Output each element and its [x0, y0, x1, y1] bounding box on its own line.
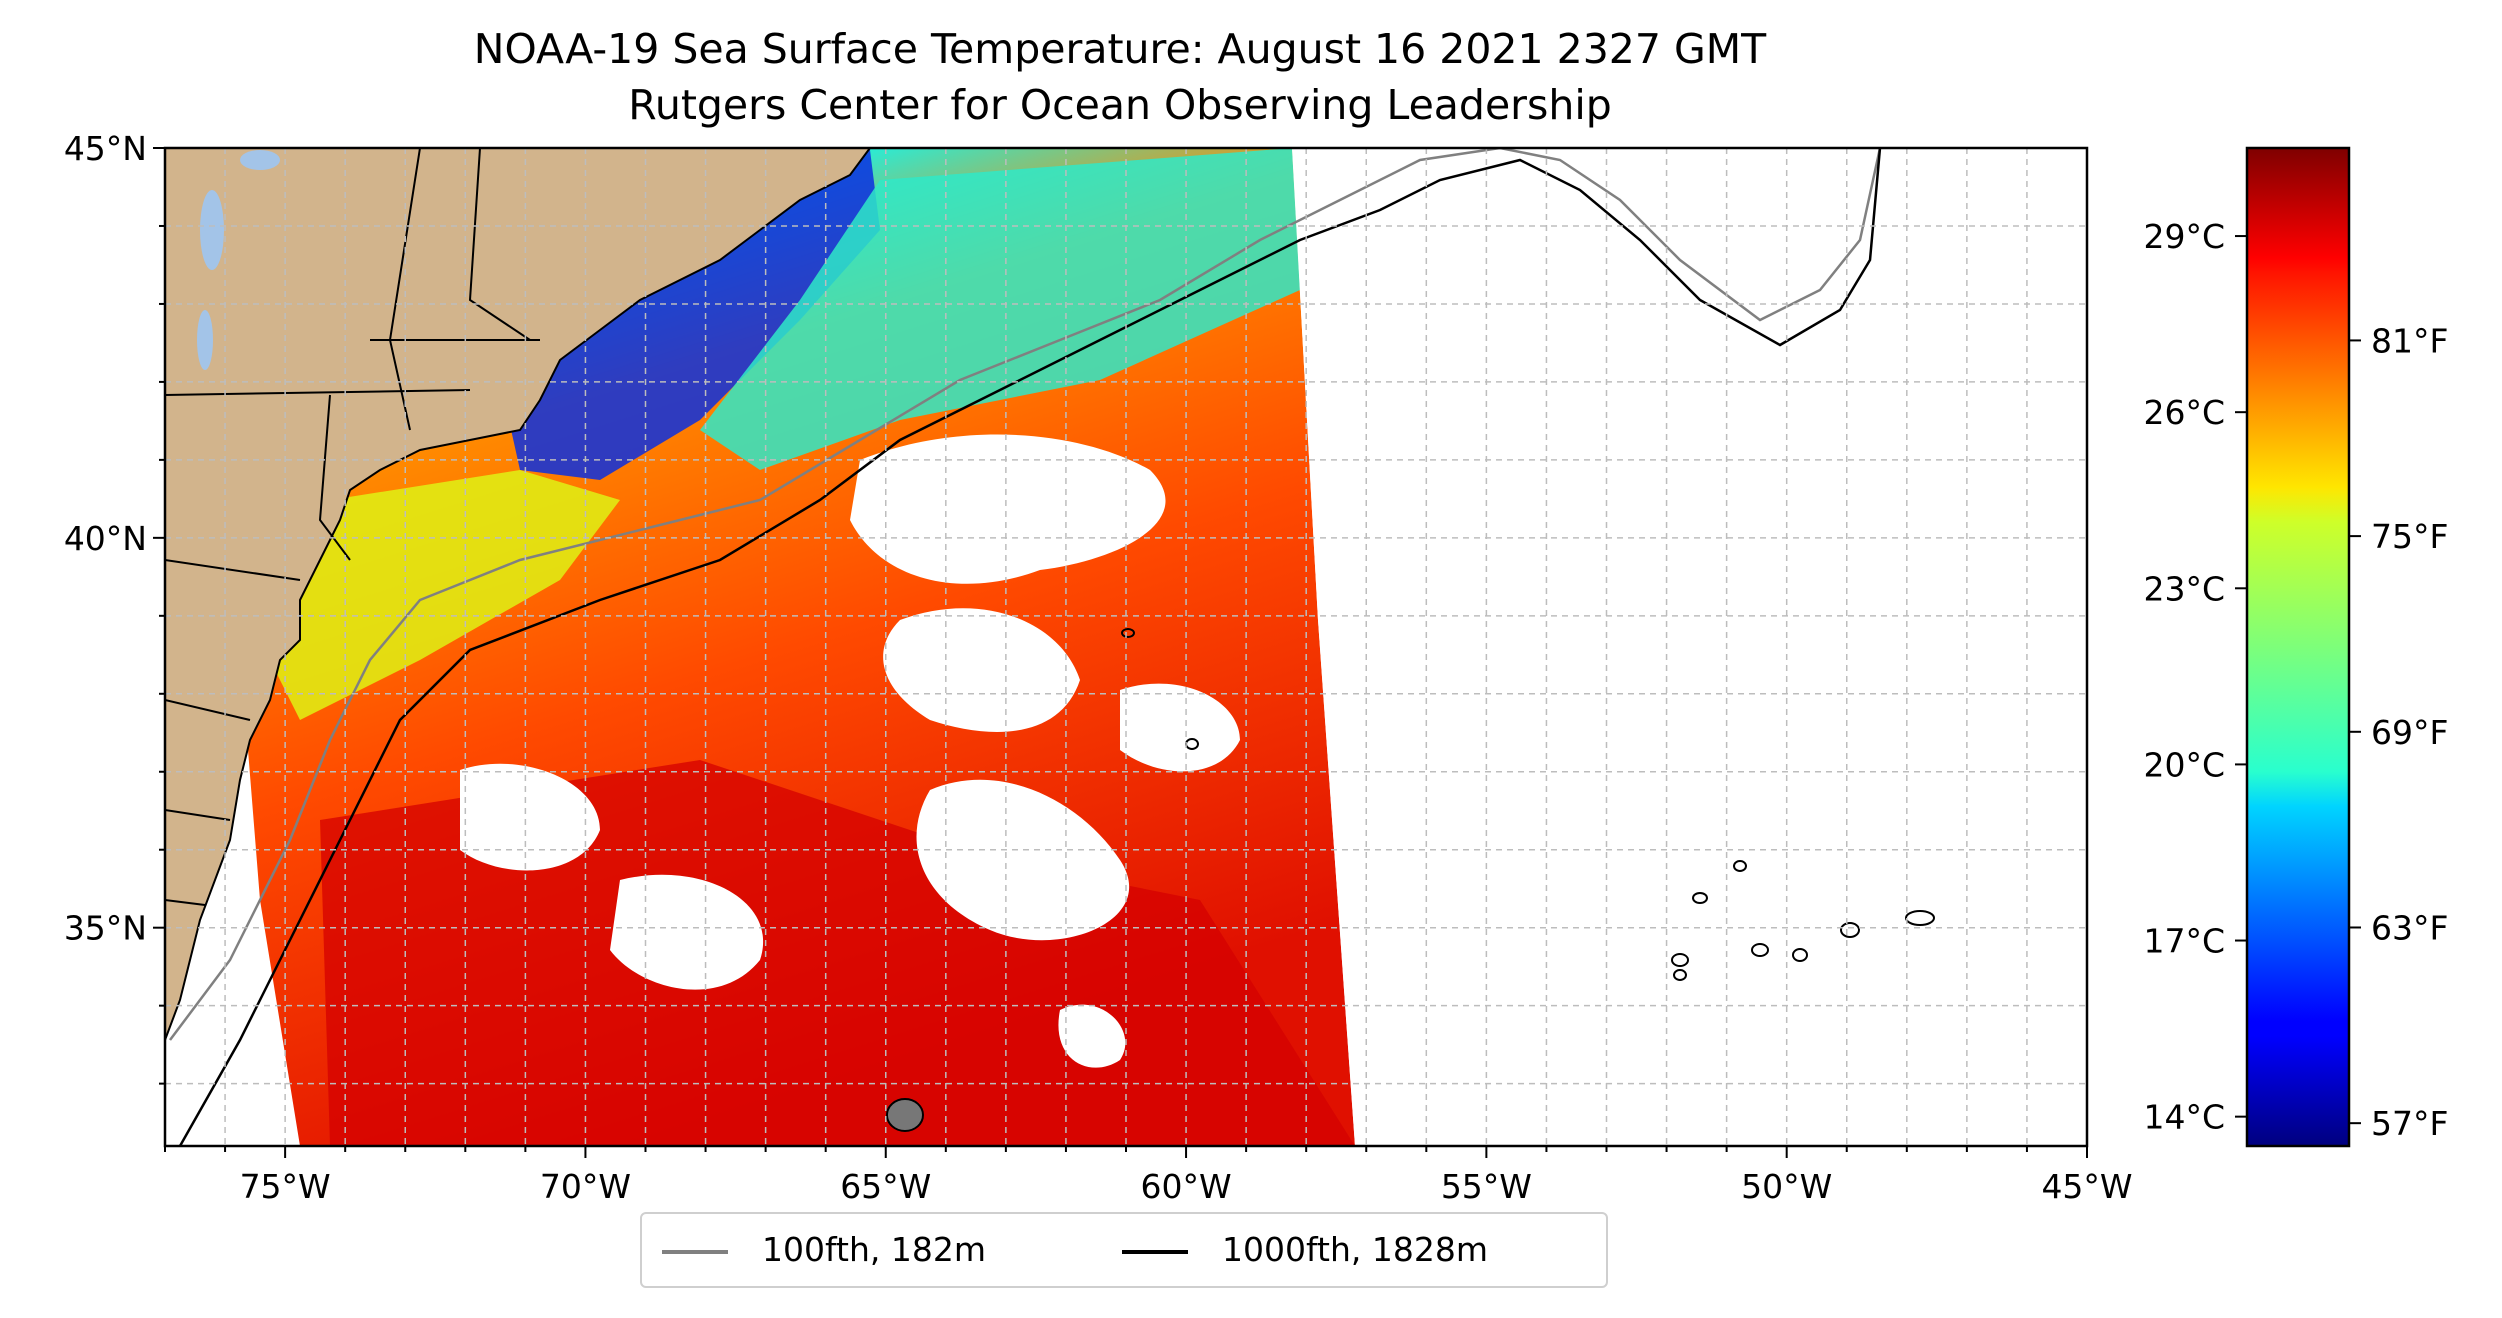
chart-title: NOAA-19 Sea Surface Temperature: August … — [473, 25, 1767, 73]
colorbar-label-c: 23°C — [2143, 569, 2225, 608]
seamounts — [886, 628, 1935, 1132]
x-tick-label: 50°W — [1741, 1167, 1832, 1206]
east-nodata — [1292, 148, 2087, 1146]
x-tick-label: 55°W — [1441, 1167, 1532, 1206]
gridlines — [165, 148, 2087, 1146]
isobath-1000fth — [178, 148, 1882, 1146]
lake — [240, 150, 280, 170]
y-axis: 45°N 40°N 35°N — [64, 129, 165, 1085]
map-layers — [165, 148, 2087, 1146]
x-tick-label: 45°W — [2041, 1167, 2132, 1206]
colorbar-label-c: 29°C — [2143, 217, 2225, 256]
colorbar — [2245, 146, 2351, 1148]
lake — [197, 310, 213, 370]
x-tick-label: 60°W — [1141, 1167, 1232, 1206]
colorbar-label-f: 81°F — [2371, 321, 2448, 360]
isobath-100fth — [169, 148, 1882, 1041]
legend-line-gray — [662, 1250, 728, 1254]
colorbar-label-c: 26°C — [2143, 393, 2225, 432]
shelf-cyan — [700, 148, 1300, 470]
colorbar-label-f: 57°F — [2371, 1104, 2448, 1143]
state-boundaries — [165, 148, 540, 906]
y-tick-label: 40°N — [64, 519, 147, 558]
lake — [200, 190, 224, 270]
x-tick-label: 70°W — [540, 1167, 631, 1206]
colorbar-ticks: 29°C 26°C 23°C 20°C 17°C 14°C 81°F 75°F 69°F 63°F… — [2143, 217, 2448, 1143]
colorbar-label-f: 69°F — [2371, 713, 2448, 752]
colorbar-label-c: 20°C — [2143, 745, 2225, 784]
legend-line-black — [1122, 1250, 1188, 1254]
colorbar-label-f: 63°F — [2371, 908, 2448, 947]
colorbar-label-c: 17°C — [2143, 922, 2225, 961]
x-axis: 75°W 70°W 65°W 60°W 55°W 50°W 45°W — [164, 1146, 2133, 1206]
legend-label: 100fth, 182m — [762, 1230, 986, 1269]
colorbar-label-c: 14°C — [2143, 1098, 2225, 1137]
y-tick-label: 35°N — [64, 909, 147, 948]
y-tick-label: 45°N — [64, 129, 147, 168]
x-tick-label: 75°W — [240, 1167, 331, 1206]
legend: 100fth, 182m 1000fth, 1828m — [640, 1212, 1608, 1288]
mid-atlantic-yellow — [260, 470, 620, 720]
legend-label: 1000fth, 1828m — [1222, 1230, 1488, 1269]
chart-subtitle: Rutgers Center for Ocean Observing Leade… — [628, 81, 1612, 129]
cloud-gaps — [460, 434, 1240, 1068]
colorbar-label-f: 75°F — [2371, 517, 2448, 556]
x-tick-label: 65°W — [840, 1167, 931, 1206]
